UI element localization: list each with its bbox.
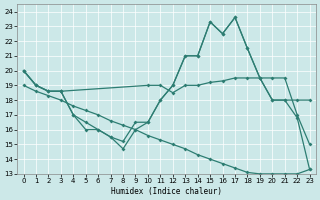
X-axis label: Humidex (Indice chaleur): Humidex (Indice chaleur) [111, 187, 222, 196]
